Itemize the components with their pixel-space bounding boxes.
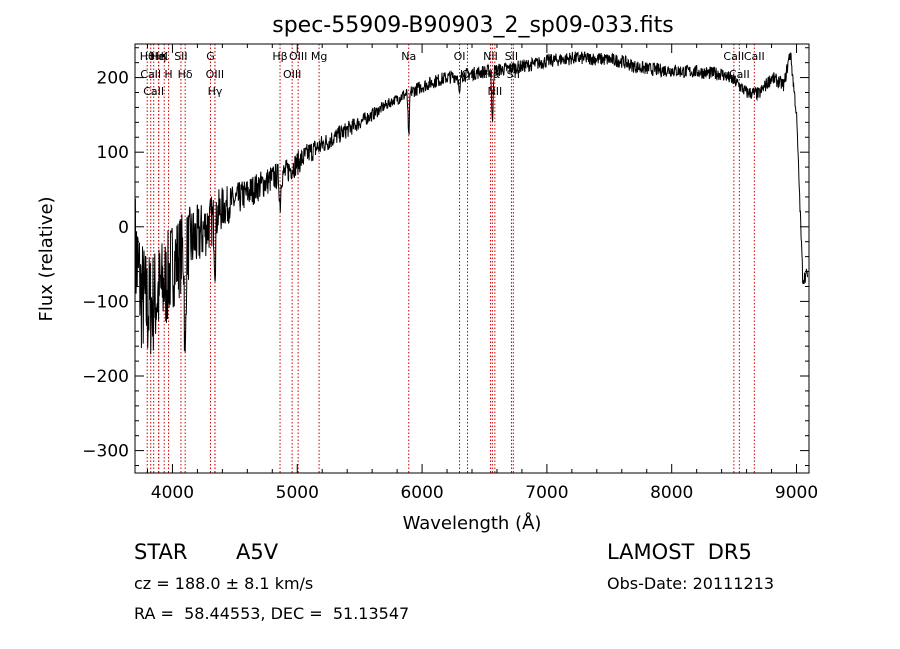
line-label: SII	[507, 68, 520, 81]
line-label: HeI	[150, 50, 168, 63]
x-tick-label: 4000	[151, 483, 194, 503]
line-label: H	[164, 68, 172, 81]
y-tick-label: 100	[97, 143, 129, 163]
y-tick-label: 200	[97, 69, 129, 89]
y-axis-label: Flux (relative)	[36, 196, 57, 321]
line-label: K	[161, 50, 169, 63]
line-label: OI	[462, 68, 474, 81]
y-tick-label: −100	[82, 292, 129, 312]
redshift-cz: cz = 188.0 ± 8.1 km/s	[134, 574, 314, 593]
line-label: CaII	[744, 50, 765, 63]
observation-date: Obs-Date: 20111213	[607, 574, 775, 593]
line-label: Hδ	[178, 68, 193, 81]
line-label: NII	[483, 50, 498, 63]
chart-title: spec-55909-B90903_2_sp09-033.fits	[272, 13, 674, 38]
x-axis-label: Wavelength (Å)	[403, 512, 542, 534]
x-tick-label: 7000	[525, 483, 568, 503]
line-label: OIII	[283, 68, 301, 81]
line-label: Hη	[151, 50, 166, 63]
line-label: Hβ	[272, 50, 287, 63]
line-label: Hγ	[208, 85, 223, 98]
x-tick-label: 9000	[775, 483, 818, 503]
line-label: SII	[174, 50, 187, 63]
ra-dec-coordinates: RA = 58.44553, DEC = 51.13547	[134, 604, 410, 623]
line-label: Na	[401, 50, 416, 63]
line-label: Hθ	[140, 50, 155, 63]
line-label: Mg	[311, 50, 327, 63]
line-label: CaII	[723, 50, 744, 63]
line-label: CaII	[140, 68, 161, 81]
y-tick-label: −200	[82, 367, 129, 387]
object-subclass: A5V	[236, 540, 279, 564]
y-tick-label: −300	[82, 442, 129, 462]
x-tick-label: 5000	[276, 483, 319, 503]
spectrum-line	[134, 51, 808, 355]
line-label: SII	[505, 50, 518, 63]
line-label: NII	[487, 85, 502, 98]
line-label: OIII	[289, 50, 307, 63]
spectral-line-markers	[146, 44, 755, 473]
plot-frame	[134, 43, 810, 474]
line-label: OI	[454, 50, 466, 63]
y-tick-label: 0	[118, 218, 129, 238]
x-tick-label: 8000	[650, 483, 693, 503]
x-tick-label: 6000	[400, 483, 443, 503]
line-label: CaII	[143, 85, 164, 98]
plot-axes: 4000 5000 6000 7000 8000 9000 −300 −200 −100 0 100…	[82, 43, 818, 503]
spectrum-data	[134, 51, 808, 355]
survey-name: LAMOST DR5	[607, 540, 752, 564]
line-label: OIII	[206, 68, 224, 81]
line-label: G	[206, 50, 215, 63]
object-class: STAR	[134, 540, 188, 564]
